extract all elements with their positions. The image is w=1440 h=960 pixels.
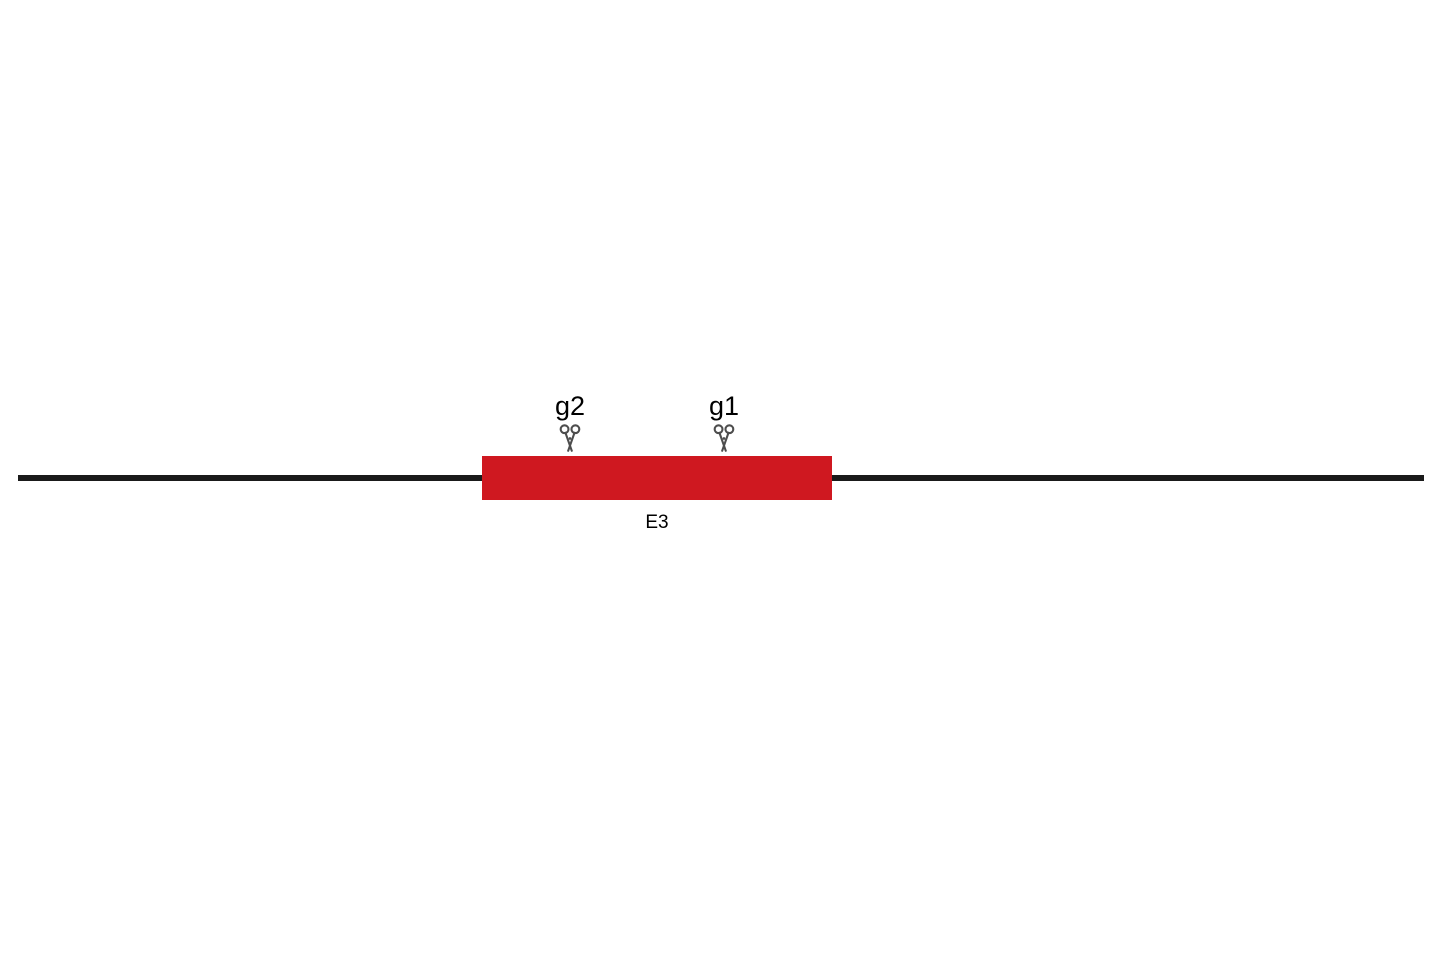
scissors-icon [555, 422, 585, 452]
intron-line-right [832, 475, 1424, 481]
intron-line-left [18, 475, 482, 481]
guide-label-g1: g1 [709, 393, 739, 420]
gene-diagram: E3 g2 g1 [0, 0, 1440, 960]
scissors-icon [709, 422, 739, 452]
exon-label: E3 [645, 512, 668, 534]
guide-label-g2: g2 [555, 393, 585, 420]
guide-cut-g1: g1 [709, 393, 739, 452]
guide-cut-g2: g2 [555, 393, 585, 452]
exon-box [482, 456, 832, 500]
